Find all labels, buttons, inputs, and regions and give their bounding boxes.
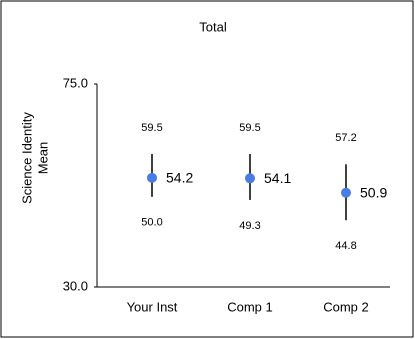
mean-dot [147, 172, 157, 183]
chart-title: Total [199, 19, 227, 34]
high-label: 59.5 [239, 122, 260, 134]
low-label: 50.0 [141, 217, 162, 229]
x-tick-label: Comp 1 [227, 299, 273, 314]
x-tick-label: Your Inst [127, 299, 178, 314]
x-tick-label: Comp 2 [323, 299, 369, 314]
mean-label: 54.1 [264, 170, 291, 186]
mean-label: 54.2 [166, 170, 193, 186]
low-label: 44.8 [335, 240, 356, 252]
high-label: 59.5 [141, 122, 162, 134]
y-axis-label-line: Science Identity [19, 112, 34, 204]
mean-label: 50.9 [360, 184, 387, 200]
y-tick-label: 30.0 [63, 278, 88, 293]
low-label: 49.3 [239, 220, 260, 232]
y-tick-label: 75.0 [63, 75, 88, 90]
y-axis-label-line: Mean [35, 142, 50, 175]
y-axis-label: Science Identity Mean [19, 112, 50, 204]
mean-dot [245, 173, 255, 184]
high-label: 57.2 [335, 132, 356, 144]
mean-dot [341, 187, 351, 198]
